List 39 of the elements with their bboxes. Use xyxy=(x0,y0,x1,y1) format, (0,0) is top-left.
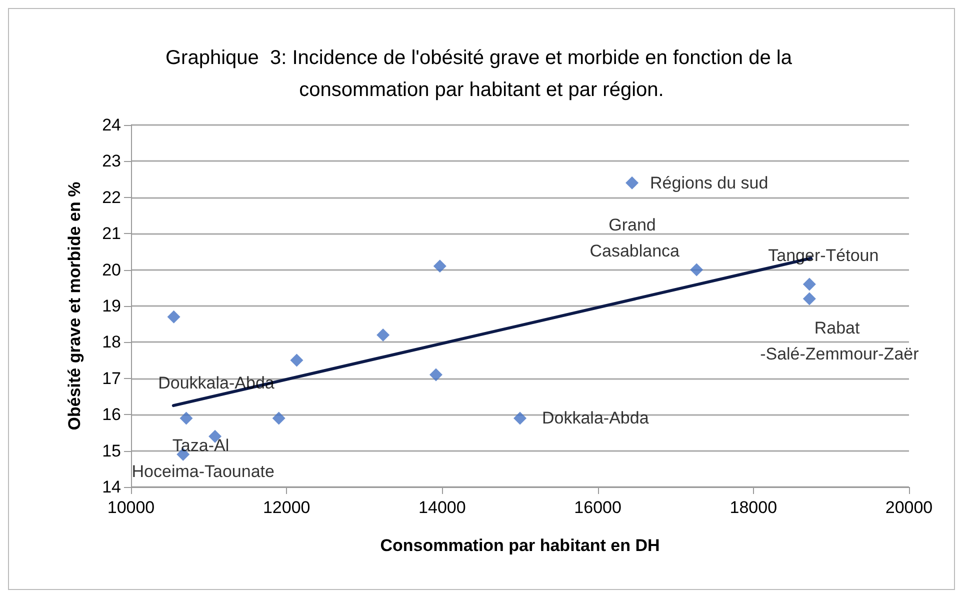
y-tick-label: 16 xyxy=(102,405,121,424)
y-tick-label: 20 xyxy=(102,260,121,280)
point xyxy=(180,412,193,425)
y-tick-label: 22 xyxy=(102,188,121,207)
point xyxy=(433,260,446,273)
x-tick-label: 16000 xyxy=(574,498,622,517)
y-axis-title: Obésité grave et morbide en % xyxy=(65,182,84,430)
point xyxy=(290,354,304,367)
annotation: Rabat -Salé-Zemmour-Zaër xyxy=(760,318,920,364)
annotation: Dokkala-Abda xyxy=(542,408,650,428)
chart-title: Graphique 3: Incidence de l'obésité grave et morbide en fonction de la consommation par habitant et par région. xyxy=(165,47,798,101)
annotation: Grand Casablanca xyxy=(590,215,680,260)
point xyxy=(802,278,816,291)
x-tick-label: 12000 xyxy=(262,498,310,517)
annotation: Régions du sud xyxy=(650,173,768,192)
x-tick-label: 14000 xyxy=(418,498,466,517)
y-tick-label: 21 xyxy=(102,224,121,244)
y-tick-label: 15 xyxy=(102,441,121,460)
annotation: Taza-Al Hoceima-Taounate xyxy=(132,436,274,481)
y-tick-label: 23 xyxy=(102,152,121,171)
point xyxy=(272,412,286,425)
y-tick-label: 24 xyxy=(102,116,121,134)
x-tick-label: 18000 xyxy=(730,498,778,517)
point xyxy=(376,328,390,342)
y-tick-label: 18 xyxy=(102,332,121,352)
point xyxy=(690,263,704,276)
annotation: Doukkala-Abda xyxy=(158,374,275,393)
x-tick-label: 20000 xyxy=(885,498,933,517)
x-axis-title: Consommation par habitant en DH xyxy=(380,536,660,555)
point xyxy=(514,412,526,425)
y-tick-label: 19 xyxy=(102,296,121,316)
x-tick-label: 10000 xyxy=(107,498,155,517)
point xyxy=(429,368,442,382)
y-tick-label: 14 xyxy=(102,478,121,496)
y-tick-label: 17 xyxy=(102,368,121,388)
point xyxy=(626,176,639,190)
point xyxy=(802,292,816,306)
point xyxy=(167,310,180,324)
annotation: Tanger-Tétoun xyxy=(768,246,879,265)
